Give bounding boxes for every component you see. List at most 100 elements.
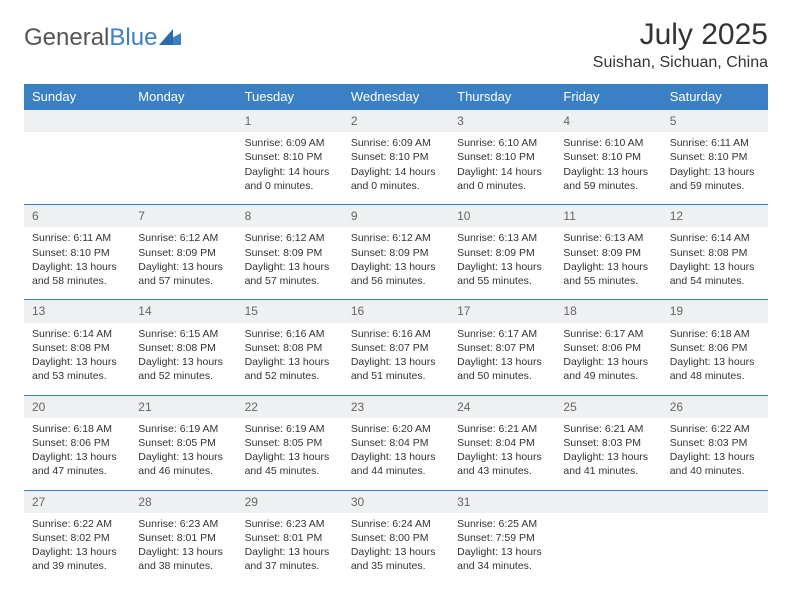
day-number: 19 (662, 300, 768, 322)
cell-line: Sunset: 8:09 PM (351, 246, 441, 260)
day-number: 30 (343, 491, 449, 513)
cell-body: Sunrise: 6:13 AMSunset: 8:09 PMDaylight:… (555, 227, 661, 299)
cell-line: and 34 minutes. (457, 559, 547, 573)
cell-line: Sunrise: 6:12 AM (138, 231, 228, 245)
cell-line: Sunrise: 6:20 AM (351, 422, 441, 436)
cell-line: Sunset: 8:08 PM (138, 341, 228, 355)
day-header-row: Sunday Monday Tuesday Wednesday Thursday… (24, 84, 768, 110)
cell-line: Sunset: 8:01 PM (245, 531, 335, 545)
day-number: 1 (237, 110, 343, 132)
cell-line: Sunset: 8:09 PM (457, 246, 547, 260)
cell-line: and 48 minutes. (670, 369, 760, 383)
cell-line: Daylight: 13 hours (138, 355, 228, 369)
cell-line: Sunset: 8:01 PM (138, 531, 228, 545)
cell-line: Sunset: 8:10 PM (32, 246, 122, 260)
cell-line: Daylight: 13 hours (245, 355, 335, 369)
cell-line: and 47 minutes. (32, 464, 122, 478)
cell-body: Sunrise: 6:11 AMSunset: 8:10 PMDaylight:… (24, 227, 130, 299)
cell-line: Daylight: 13 hours (563, 355, 653, 369)
cell-line: Sunset: 8:00 PM (351, 531, 441, 545)
cell-line: Daylight: 13 hours (457, 450, 547, 464)
cell-line: Sunrise: 6:23 AM (138, 517, 228, 531)
cell-body: Sunrise: 6:19 AMSunset: 8:05 PMDaylight:… (237, 418, 343, 490)
calendar-cell: 20Sunrise: 6:18 AMSunset: 8:06 PMDayligh… (24, 395, 130, 490)
calendar-cell: 18Sunrise: 6:17 AMSunset: 8:06 PMDayligh… (555, 300, 661, 395)
day-number: 24 (449, 396, 555, 418)
logo-text-2: Blue (109, 24, 157, 52)
cell-body: Sunrise: 6:18 AMSunset: 8:06 PMDaylight:… (662, 323, 768, 395)
cell-line: Sunrise: 6:09 AM (351, 136, 441, 150)
day-number: 21 (130, 396, 236, 418)
cell-line: and 41 minutes. (563, 464, 653, 478)
calendar-cell: 4Sunrise: 6:10 AMSunset: 8:10 PMDaylight… (555, 110, 661, 205)
header: GeneralBlue July 2025 Suishan, Sichuan, … (24, 18, 768, 72)
cell-line: Sunrise: 6:12 AM (351, 231, 441, 245)
cell-line: Daylight: 13 hours (245, 260, 335, 274)
cell-line: Sunrise: 6:17 AM (457, 327, 547, 341)
cell-body: Sunrise: 6:09 AMSunset: 8:10 PMDaylight:… (237, 132, 343, 204)
cell-line: and 44 minutes. (351, 464, 441, 478)
day-number: 7 (130, 205, 236, 227)
cell-line: Sunrise: 6:11 AM (670, 136, 760, 150)
cell-body: Sunrise: 6:12 AMSunset: 8:09 PMDaylight:… (343, 227, 449, 299)
cell-line: and 43 minutes. (457, 464, 547, 478)
cell-body: Sunrise: 6:17 AMSunset: 8:07 PMDaylight:… (449, 323, 555, 395)
cell-line: Daylight: 13 hours (457, 260, 547, 274)
calendar-cell: 11Sunrise: 6:13 AMSunset: 8:09 PMDayligh… (555, 205, 661, 300)
day-number (555, 491, 661, 513)
cell-line: Sunrise: 6:16 AM (351, 327, 441, 341)
cell-body: Sunrise: 6:20 AMSunset: 8:04 PMDaylight:… (343, 418, 449, 490)
day-number: 28 (130, 491, 236, 513)
cell-body: Sunrise: 6:12 AMSunset: 8:09 PMDaylight:… (237, 227, 343, 299)
cell-body: Sunrise: 6:13 AMSunset: 8:09 PMDaylight:… (449, 227, 555, 299)
calendar-cell: 24Sunrise: 6:21 AMSunset: 8:04 PMDayligh… (449, 395, 555, 490)
cell-line: Daylight: 13 hours (32, 355, 122, 369)
cell-line: Sunrise: 6:16 AM (245, 327, 335, 341)
cell-line: and 35 minutes. (351, 559, 441, 573)
day-number: 16 (343, 300, 449, 322)
cell-line: Sunset: 8:10 PM (563, 150, 653, 164)
day-number: 31 (449, 491, 555, 513)
cell-line: Sunrise: 6:25 AM (457, 517, 547, 531)
calendar-row: 6Sunrise: 6:11 AMSunset: 8:10 PMDaylight… (24, 205, 768, 300)
cell-line: Sunset: 7:59 PM (457, 531, 547, 545)
day-number: 27 (24, 491, 130, 513)
day-number: 12 (662, 205, 768, 227)
cell-line: Daylight: 13 hours (32, 545, 122, 559)
cell-line: Daylight: 13 hours (670, 260, 760, 274)
calendar-cell (130, 110, 236, 205)
cell-body: Sunrise: 6:11 AMSunset: 8:10 PMDaylight:… (662, 132, 768, 204)
cell-line: Sunset: 8:08 PM (32, 341, 122, 355)
cell-line: Sunrise: 6:11 AM (32, 231, 122, 245)
cell-body: Sunrise: 6:22 AMSunset: 8:03 PMDaylight:… (662, 418, 768, 490)
cell-line: Sunrise: 6:09 AM (245, 136, 335, 150)
cell-line: Daylight: 13 hours (670, 165, 760, 179)
cell-line: and 57 minutes. (245, 274, 335, 288)
calendar-cell: 12Sunrise: 6:14 AMSunset: 8:08 PMDayligh… (662, 205, 768, 300)
cell-line: Sunset: 8:03 PM (563, 436, 653, 450)
calendar-cell: 21Sunrise: 6:19 AMSunset: 8:05 PMDayligh… (130, 395, 236, 490)
cell-line: Daylight: 14 hours (351, 165, 441, 179)
cell-line: and 58 minutes. (32, 274, 122, 288)
calendar-cell: 27Sunrise: 6:22 AMSunset: 8:02 PMDayligh… (24, 490, 130, 585)
cell-body (555, 513, 661, 585)
cell-line: and 0 minutes. (245, 179, 335, 193)
cell-line: and 37 minutes. (245, 559, 335, 573)
cell-line: Daylight: 13 hours (138, 260, 228, 274)
cell-line: Sunrise: 6:13 AM (457, 231, 547, 245)
cell-line: Daylight: 13 hours (138, 450, 228, 464)
cell-line: Daylight: 14 hours (245, 165, 335, 179)
cell-line: Daylight: 13 hours (563, 450, 653, 464)
cell-line: Daylight: 13 hours (563, 165, 653, 179)
cell-line: and 55 minutes. (457, 274, 547, 288)
cell-line: Sunset: 8:10 PM (457, 150, 547, 164)
cell-line: Sunset: 8:05 PM (138, 436, 228, 450)
calendar-cell (24, 110, 130, 205)
day-number: 10 (449, 205, 555, 227)
day-number: 14 (130, 300, 236, 322)
cell-line: Daylight: 14 hours (457, 165, 547, 179)
cell-line: and 39 minutes. (32, 559, 122, 573)
calendar-cell: 28Sunrise: 6:23 AMSunset: 8:01 PMDayligh… (130, 490, 236, 585)
cell-line: Sunset: 8:04 PM (457, 436, 547, 450)
cell-body: Sunrise: 6:09 AMSunset: 8:10 PMDaylight:… (343, 132, 449, 204)
